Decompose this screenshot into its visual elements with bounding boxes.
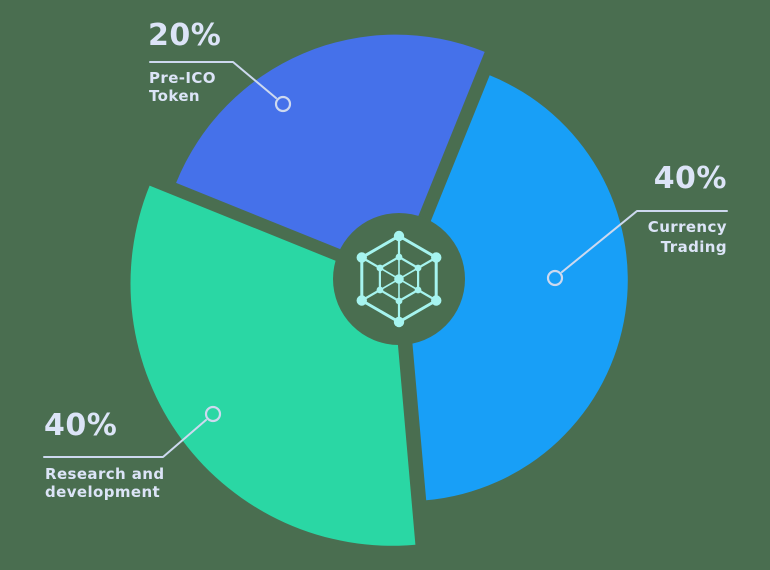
slice-label-currency-trading: Currency Trading <box>648 217 727 257</box>
pie-slice-pre-ico-token <box>176 34 485 272</box>
leader-line-pre-ico-token <box>149 61 277 99</box>
slice-percent-research-and-development: 40% <box>44 408 118 443</box>
slice-label-line: Currency <box>647 218 727 236</box>
slice-label-line: Pre-ICO <box>149 69 216 87</box>
slice-label-line: development <box>45 483 161 501</box>
leader-line-currency-trading <box>561 210 728 273</box>
slice-percent-currency-trading: 40% <box>653 161 727 196</box>
leader-marker-research-and-development <box>204 405 222 423</box>
leader-marker-pre-ico-token <box>274 95 292 113</box>
slice-label-research-and-development: Research and development <box>45 465 164 501</box>
leader-line-research-and-development <box>43 419 207 458</box>
slice-percent-pre-ico-token: 20% <box>148 18 222 53</box>
slice-label-line: Token <box>149 87 200 105</box>
pie-slice-currency-trading <box>406 75 628 501</box>
blockchain-network-icon <box>356 230 442 328</box>
slice-label-line: Trading <box>660 238 727 256</box>
leader-marker-currency-trading <box>546 269 564 287</box>
slice-label-pre-ico-token: Pre-ICO Token <box>149 69 216 105</box>
slice-label-line: Research and <box>45 465 165 483</box>
